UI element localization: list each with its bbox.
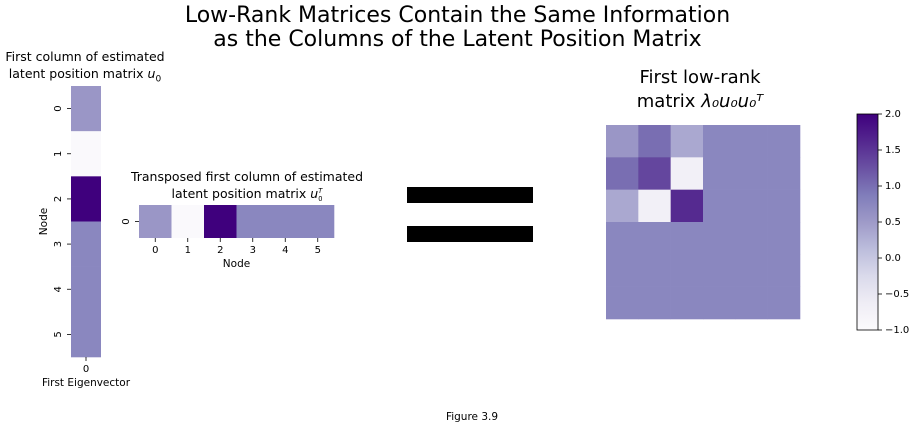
heatmap-cell	[606, 157, 639, 190]
heatmap-cell	[606, 125, 639, 158]
heatmap-cell	[638, 125, 671, 158]
suptitle-line-1: Low-Rank Matrices Contain the Same Infor…	[184, 3, 731, 28]
heatmap-cell	[236, 205, 270, 238]
column-heatmap-title-line-1: First column of estimated	[5, 49, 165, 64]
y-tick-label: 0	[121, 218, 132, 224]
heatmap-cell	[638, 157, 671, 190]
equals-sign-bottom-bar	[407, 226, 533, 242]
x-tick-label: 3	[250, 245, 256, 256]
colorbar-tick-label: −1.0	[885, 325, 909, 336]
heatmap-cell	[767, 125, 801, 158]
heatmap-cell	[71, 221, 101, 267]
heatmap-cell	[670, 157, 704, 190]
figure-suptitle: Low-Rank Matrices Contain the Same Infor…	[0, 4, 915, 52]
heatmap-cell	[269, 205, 302, 238]
row-heatmap-title: Transposed first column of estimated lat…	[112, 168, 382, 203]
heatmap-cell	[735, 254, 768, 287]
heatmap-cell	[670, 222, 704, 255]
y-tick-label: 4	[53, 286, 64, 292]
heatmap-cell	[735, 157, 768, 190]
low-rank-heatmap-title: First low-rank matrix λ₀u₀u₀ᵀ	[590, 66, 810, 114]
heatmap-cell	[71, 131, 101, 177]
low-rank-heatmap-title-line-1: First low-rank	[639, 67, 761, 88]
heatmap-cell	[139, 205, 172, 238]
column-heatmap-title: First column of estimated latent positio…	[0, 48, 170, 89]
heatmap-cell	[171, 205, 205, 238]
heatmap-cell	[638, 189, 671, 223]
heatmap-cell	[767, 286, 801, 320]
heatmap-cell	[638, 222, 671, 255]
x-axis-label: Node	[223, 258, 250, 270]
heatmap-cell	[204, 205, 237, 238]
colorbar-gradient	[856, 113, 879, 331]
heatmap-cell	[767, 254, 801, 287]
y-tick-label: 1	[53, 151, 64, 157]
heatmap-cell	[606, 189, 639, 223]
colorbar-tick-label: 1.5	[885, 145, 901, 156]
heatmap-cell	[670, 286, 704, 320]
heatmap-cell	[71, 266, 101, 313]
low-rank-heatmap-title-line-2: matrix λ₀u₀u₀ᵀ	[636, 91, 764, 112]
heatmap-cell	[767, 222, 801, 255]
heatmap-cell	[767, 157, 801, 190]
row-heatmap: 0 1 2 3 4 5 0 Node	[121, 205, 335, 270]
heatmap-cell	[638, 254, 671, 287]
figure-caption: Figure 3.9	[445, 411, 499, 423]
x-tick-label: 2	[217, 245, 223, 256]
heatmap-cell	[670, 254, 704, 287]
column-heatmap-title-line-2: latent position matrix u0	[8, 66, 162, 85]
colorbar-tick-label: 1.0	[885, 181, 901, 192]
y-tick-label: 5	[53, 331, 64, 337]
heatmap-cell	[735, 286, 768, 320]
heatmap-cell	[703, 222, 736, 255]
x-tick-label: 0	[83, 364, 89, 375]
heatmap-cell	[767, 189, 801, 223]
heatmap-cell	[703, 125, 736, 158]
suptitle-line-2: as the Columns of the Latent Position Ma…	[213, 27, 702, 52]
colorbar: 2.0 1.5 1.0 0.5 0.0 −0.5 −1.0	[856, 109, 909, 336]
heatmap-cell	[638, 286, 671, 320]
colorbar-tick-label: 2.0	[885, 109, 901, 120]
heatmap-cell	[606, 286, 639, 320]
column-heatmap: 0 1 2 3 4 5 0 First Eigenvector Node	[38, 86, 131, 389]
heatmap-cell	[703, 286, 736, 320]
y-tick-label: 2	[53, 196, 64, 202]
x-axis-label: First Eigenvector	[42, 377, 131, 389]
y-tick-label: 3	[53, 241, 64, 247]
heatmap-cell	[71, 86, 101, 132]
colorbar-tick-label: −0.5	[885, 289, 909, 300]
y-axis-label: Node	[38, 208, 50, 235]
heatmap-cell	[703, 189, 736, 223]
heatmap-cell	[606, 222, 639, 255]
heatmap-cell	[670, 125, 704, 158]
heatmap-cell	[301, 205, 335, 238]
colorbar-tick-label: 0.5	[885, 217, 901, 228]
heatmap-cell	[735, 125, 768, 158]
x-tick-label: 4	[282, 245, 288, 256]
x-tick-label: 5	[315, 245, 321, 256]
heatmap-cell	[71, 176, 101, 222]
heatmap-cell	[71, 311, 101, 358]
heatmap-cell	[703, 157, 736, 190]
heatmap-cell	[670, 189, 704, 223]
equals-sign-top-bar	[407, 187, 533, 203]
row-heatmap-title-line-1: Transposed first column of estimated	[130, 169, 364, 184]
heatmap-cell	[606, 254, 639, 287]
heatmap-cell	[703, 254, 736, 287]
heatmap-cell	[735, 222, 768, 255]
heatmap-cell	[735, 189, 768, 223]
colorbar-tick-label: 0.0	[885, 253, 901, 264]
low-rank-heatmap	[606, 125, 801, 320]
x-tick-label: 0	[152, 245, 158, 256]
y-tick-label: 0	[53, 105, 64, 111]
x-tick-label: 1	[185, 245, 191, 256]
